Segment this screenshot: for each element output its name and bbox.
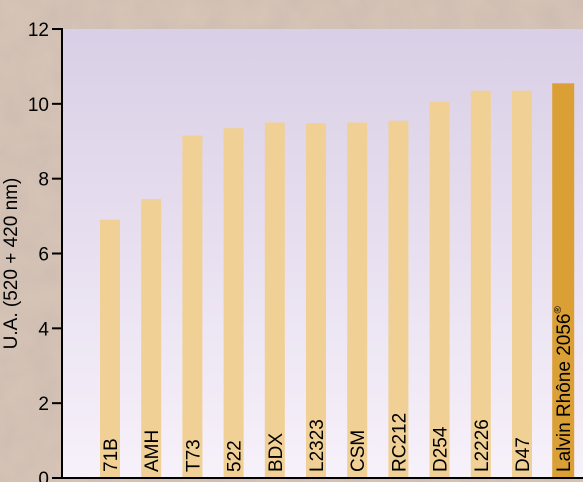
bar-label: BDX [266,433,287,472]
bar-lalvin-rh-ne-2056 [552,83,575,479]
bar-label: CSM [348,430,369,472]
bar-label: 71B [101,438,122,472]
bars: 71B AMH T73 522 BDX L2323 CSM RC212 D254 L2226 D47… [100,83,575,479]
y-tick-label: 8 [38,170,49,191]
bar-label: T73 [183,439,204,472]
bar-l2226 [470,90,491,478]
bar-71b [100,219,120,479]
bar-label: Lalvin Rhône 2056® [553,306,575,472]
bar-csm [347,122,368,478]
bar-rc212 [388,120,409,478]
bar-amh [141,199,162,478]
y-tick-label: 0 [38,469,49,482]
bar-label: RC212 [389,413,410,472]
y-tick-label: 6 [38,245,49,266]
bar-d47 [512,90,532,478]
bar-label: L2323 [307,419,328,472]
bar-label: 522 [225,440,246,472]
bar-d254 [429,102,450,478]
y-tick-label: 4 [38,319,49,340]
y-tick-label: 12 [28,20,49,41]
y-axis-label: U.A. (520 + 420 nm) [1,178,22,350]
bar-bdx [264,122,285,478]
y-tick-label: 2 [38,394,49,415]
bar-l2323 [306,123,326,479]
bar-label: L2226 [472,419,493,472]
bar-label: D47 [513,437,534,472]
bar-label: AMH [142,430,163,472]
bar-522 [223,128,244,478]
axes: 0 2 4 6 8 10 12 [28,20,583,482]
bar-t73 [182,135,203,478]
bar-label: D254 [431,426,452,472]
y-tick-label: 10 [28,95,49,116]
